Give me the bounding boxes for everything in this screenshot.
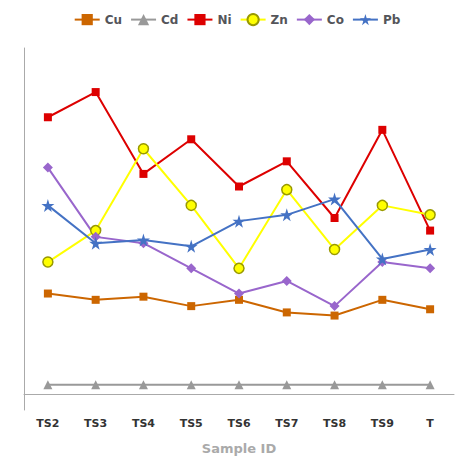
svg-text:TS4: TS4 bbox=[132, 417, 155, 430]
svg-text:TS8: TS8 bbox=[323, 417, 346, 430]
svg-text:Co: Co bbox=[327, 13, 344, 27]
svg-text:Cd: Cd bbox=[161, 13, 178, 27]
svg-text:Sample ID: Sample ID bbox=[202, 441, 277, 456]
svg-text:TS5: TS5 bbox=[180, 417, 203, 430]
svg-text:TS6: TS6 bbox=[227, 417, 250, 430]
svg-text:Zn: Zn bbox=[271, 13, 288, 27]
svg-text:T: T bbox=[426, 417, 434, 430]
svg-text:Cu: Cu bbox=[105, 13, 122, 27]
svg-text:TS2: TS2 bbox=[36, 417, 59, 430]
svg-text:TS7: TS7 bbox=[275, 417, 298, 430]
svg-text:Pb: Pb bbox=[383, 13, 401, 27]
svg-text:TS9: TS9 bbox=[371, 417, 394, 430]
svg-text:TS3: TS3 bbox=[84, 417, 107, 430]
svg-text:Ni: Ni bbox=[217, 13, 231, 27]
